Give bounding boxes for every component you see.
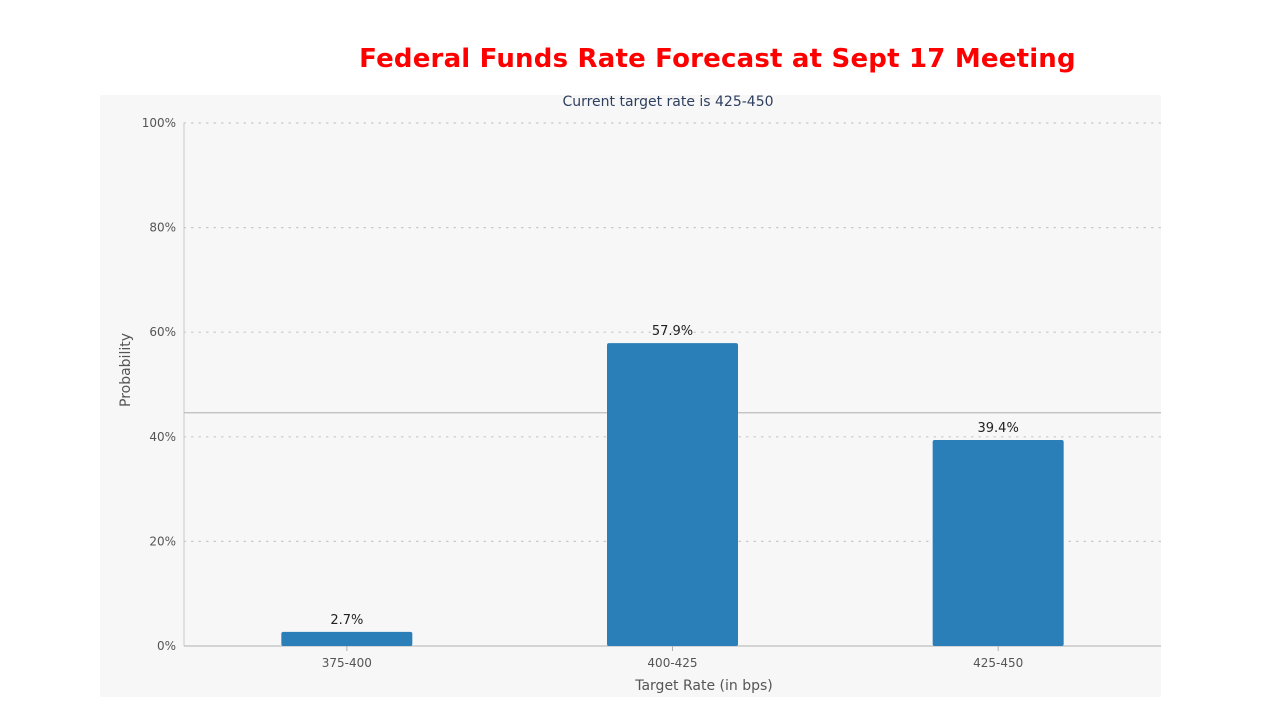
- x-tick-label-400-425: 400-425: [647, 656, 697, 670]
- chart-panel: Current target rate is 425-450 0% 20% 40% 6…: [100, 95, 1161, 697]
- y-tick-label: 60%: [149, 325, 176, 339]
- chart-subtitle: Current target rate is 425-450: [562, 95, 773, 110]
- bar-425-450: [932, 439, 1064, 646]
- x-tick-label-425-450: 425-450: [973, 656, 1023, 670]
- y-tick-label: 20%: [149, 534, 176, 548]
- y-tick-label: 80%: [149, 221, 176, 235]
- x-axis-title: Target Rate (in bps): [634, 678, 773, 694]
- data-label-425-450: 39.4%: [978, 421, 1019, 436]
- y-tick-label: 100%: [142, 116, 176, 130]
- bar-375-400: [281, 631, 413, 646]
- bar-chart: Current target rate is 425-450 0% 20% 40% 6…: [118, 95, 1161, 694]
- y-tick-label: 40%: [149, 430, 176, 444]
- y-axis-title: Probability: [118, 333, 134, 407]
- data-label-400-425: 57.9%: [652, 324, 693, 339]
- x-tick-label-375-400: 375-400: [322, 656, 372, 670]
- bar-400-425: [607, 343, 738, 646]
- data-label-375-400: 2.7%: [330, 613, 363, 628]
- y-tick-label: 0%: [157, 639, 176, 653]
- main-title: Federal Funds Rate Forecast at Sept 17 M…: [359, 44, 1076, 74]
